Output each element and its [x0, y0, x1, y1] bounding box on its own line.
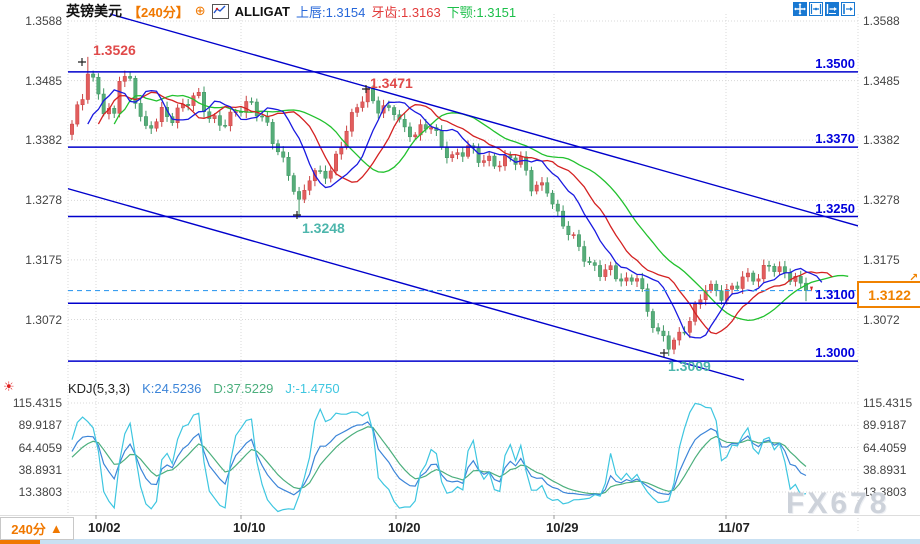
circle-plus-icon[interactable]: ⊕ — [194, 3, 206, 18]
x-axis-date-label: 10/29 — [546, 520, 579, 535]
price-annotation-high-1: 1.3526 — [93, 42, 136, 58]
main-y-tick-left: 1.3382 — [25, 133, 62, 148]
pan-right-tool-icon[interactable] — [841, 2, 855, 16]
hline-label-1.3250: 1.3250 — [815, 200, 855, 216]
kdj-j-value: J:-1.4750 — [285, 381, 340, 396]
chart-header: 英镑美元 【240分】 ⊕ ALLIGAT 上唇:1.3154 牙齿:1.316… — [66, 1, 516, 21]
x-axis-date-label: 10/10 — [233, 520, 266, 535]
kdj-header: KDJ(5,3,3) K:24.5236 D:37.5229 J:-1.4750 — [68, 381, 340, 396]
lips-value: 上唇:1.3154 — [295, 4, 366, 20]
main-y-tick-right: 1.3485 — [863, 73, 900, 88]
main-y-tick-left: 1.3588 — [25, 14, 62, 28]
watermark: FX678 — [786, 487, 890, 520]
kdj-y-tick-left: 89.9187 — [18, 418, 62, 433]
timeframe-label[interactable]: 【240分】 — [128, 4, 189, 20]
kdj-title: KDJ(5,3,3) — [68, 381, 131, 396]
chart-scrollbar[interactable] — [0, 539, 920, 544]
kdj-y-tick-right: 64.4059 — [863, 440, 907, 455]
price-annotation-low-1: 1.3248 — [302, 220, 345, 236]
hline-label-1.3000: 1.3000 — [815, 345, 855, 361]
jaw-value: 下颚:1.3151 — [446, 4, 517, 20]
chart-type-icon[interactable] — [211, 3, 229, 19]
crosshair-tool-icon[interactable] — [793, 2, 807, 16]
hline-label-1.3100: 1.3100 — [815, 287, 855, 303]
kdj-k-value: K:24.5236 — [142, 381, 202, 396]
zoom-out-tool-icon[interactable] — [809, 2, 823, 16]
main-y-tick-left: 1.3278 — [25, 193, 62, 208]
scrollbar-position-marker — [0, 539, 40, 544]
timeframe-tab-arrow-icon: ▲ — [49, 521, 63, 536]
main-y-tick-right: 1.3278 — [863, 193, 900, 208]
main-y-tick-left: 1.3072 — [25, 312, 62, 327]
kdj-y-tick-right: 38.8931 — [863, 462, 907, 477]
indicator-sun-icon[interactable]: ☀ — [3, 379, 15, 394]
main-y-tick-left: 1.3175 — [25, 252, 62, 267]
kdj-y-tick-left: 38.8931 — [18, 462, 62, 477]
hline-label-1.3370: 1.3370 — [815, 131, 855, 147]
x-axis-date-label: 10/20 — [388, 520, 421, 535]
x-axis-date-label: 11/07 — [718, 520, 750, 535]
chart-toolbar — [793, 2, 855, 16]
kdj-y-tick-right: 89.9187 — [863, 418, 907, 433]
current-price-flag: 1.3122 — [857, 281, 920, 308]
timeframe-tab-label: 240分 — [11, 522, 46, 537]
x-axis-date-label: 10/02 — [88, 520, 121, 535]
main-y-tick-left: 1.3485 — [25, 73, 62, 88]
symbol-name: 英镑美元 — [66, 3, 122, 19]
kdj-y-tick-left: 13.3803 — [18, 485, 62, 499]
kdj-y-tick-right: 13.3803 — [863, 485, 907, 499]
timeframe-tab[interactable]: 240分 ▲ — [0, 517, 74, 540]
main-y-tick-right: 1.3382 — [863, 133, 900, 148]
kdj-y-tick-left: 64.4059 — [18, 440, 62, 455]
indicator-name: ALLIGAT — [234, 3, 290, 19]
price-annotation-low-2: 1.3009 — [668, 358, 711, 374]
main-y-tick-right: 1.3072 — [863, 312, 900, 327]
hline-label-1.3500: 1.3500 — [815, 55, 855, 71]
main-y-tick-right: 1.3175 — [863, 252, 900, 267]
zoom-in-tool-icon[interactable] — [825, 2, 839, 16]
kdj-y-tick-right: 115.4315 — [863, 396, 913, 410]
teeth-value: 牙齿:1.3163 — [371, 4, 441, 20]
kdj-y-tick-left: 115.4315 — [12, 396, 62, 410]
price-annotation-high-2: 1.3471 — [370, 75, 413, 91]
main-y-tick-right: 1.3588 — [863, 14, 900, 28]
kdj-d-value: D:37.5229 — [213, 381, 274, 396]
price-arrow-icon: ↗ — [909, 272, 919, 284]
